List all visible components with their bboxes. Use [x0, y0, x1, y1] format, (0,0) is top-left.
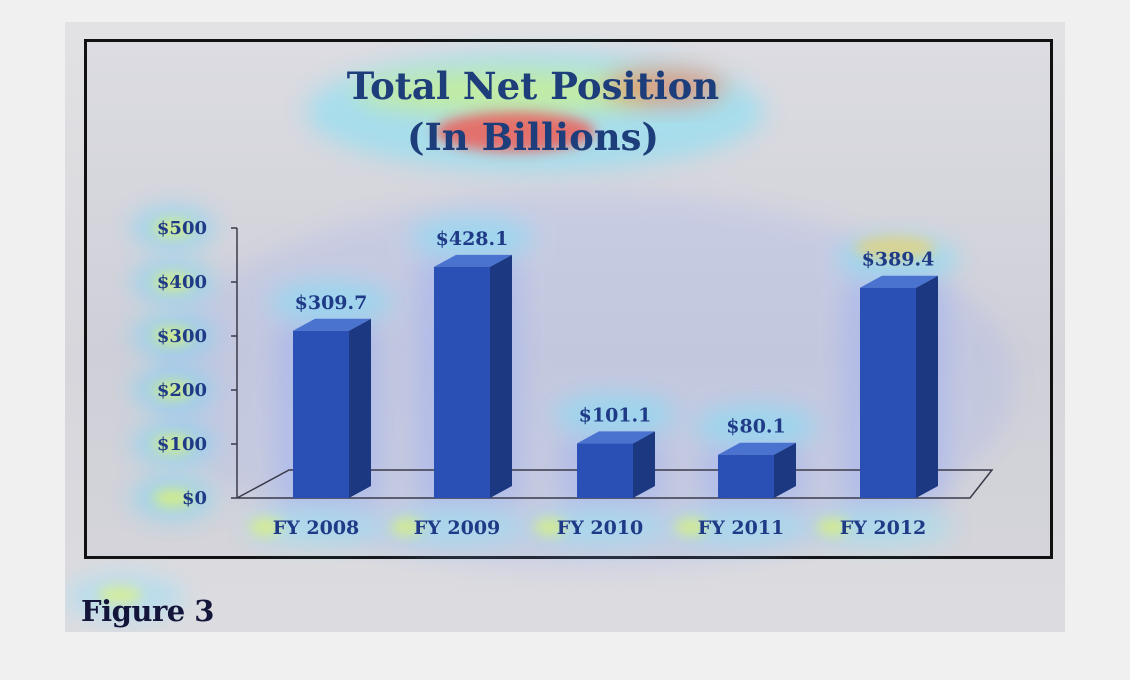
bar-front [718, 454, 774, 498]
bar-side [490, 254, 512, 498]
bar-fy-2010 [577, 431, 655, 498]
bar-top [860, 275, 938, 288]
bar-front [434, 266, 490, 498]
bar-top [293, 318, 371, 331]
data-label: $428.1 [436, 228, 509, 250]
y-tick-label: $0 [182, 488, 207, 509]
data-label: $309.7 [295, 292, 368, 314]
bar-fy-2008 [293, 318, 371, 498]
chart-title-line: (In Billions) [407, 115, 659, 159]
y-tick-label: $300 [157, 326, 207, 347]
bar-fy-2009 [434, 254, 512, 498]
chart: Total Net Position (In Billions) $0 $100 $2… [65, 52, 1015, 619]
bar-fy-2012 [860, 275, 938, 498]
bar-side [774, 442, 796, 498]
bar-top [718, 442, 796, 455]
bar-side [916, 275, 938, 498]
bar-front [860, 287, 916, 498]
figure-caption: Figure 3 [81, 594, 214, 628]
data-label: $80.1 [726, 416, 786, 438]
screenshot-area: Total Net Position (In Billions) $0 $100 $2… [65, 22, 1065, 632]
y-tick-label: $200 [157, 380, 207, 401]
bar-side [633, 431, 655, 498]
bar-fy-2011 [718, 442, 796, 498]
x-tick-label: FY 2009 [414, 517, 501, 539]
bar-top [577, 431, 655, 444]
x-tick-label: FY 2012 [840, 517, 927, 539]
data-label: $389.4 [862, 249, 935, 271]
bar-front [293, 330, 349, 498]
bar-front [577, 443, 633, 498]
bar-side [349, 318, 371, 498]
y-tick-label: $100 [157, 434, 207, 455]
x-tick-label: FY 2008 [273, 517, 360, 539]
x-tick-label: FY 2010 [557, 517, 644, 539]
x-tick-label: FY 2011 [698, 517, 785, 539]
bar-top [434, 254, 512, 267]
chart-title-line: Total Net Position [347, 64, 720, 108]
y-tick-label: $400 [157, 272, 207, 293]
y-tick-label: $500 [157, 218, 207, 239]
data-label: $101.1 [579, 404, 652, 426]
